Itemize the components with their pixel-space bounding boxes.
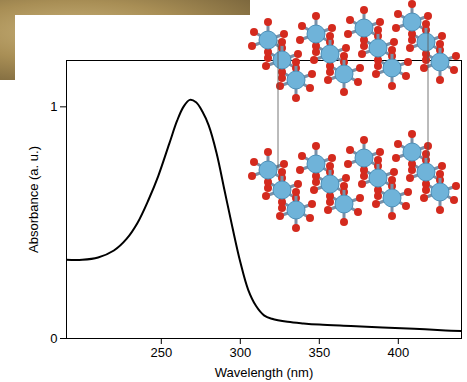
svg-text:350: 350: [308, 345, 330, 360]
svg-text:Wavelength (nm): Wavelength (nm): [215, 365, 314, 380]
svg-text:400: 400: [387, 345, 409, 360]
svg-text:Absorbance (a. u.): Absorbance (a. u.): [26, 146, 41, 253]
svg-text:300: 300: [229, 345, 251, 360]
svg-text:0: 0: [50, 331, 57, 346]
svg-text:250: 250: [150, 345, 172, 360]
svg-text:1: 1: [50, 99, 57, 114]
